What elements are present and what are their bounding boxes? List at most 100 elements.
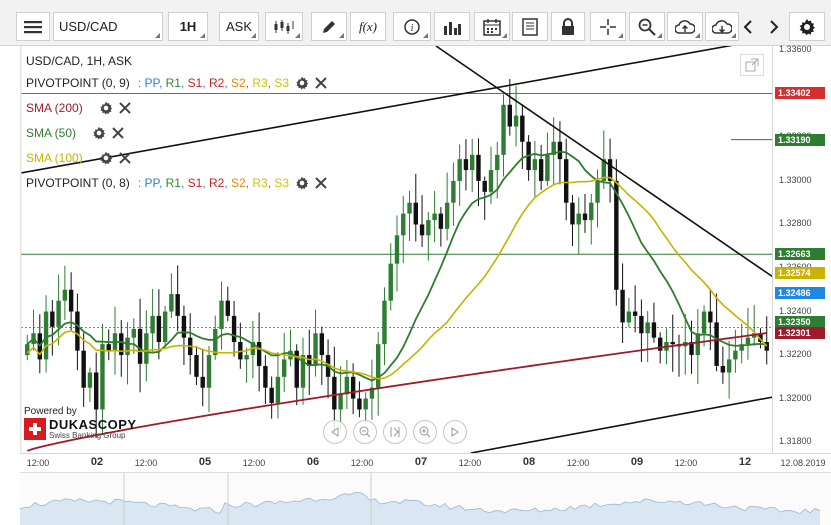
trendline-price-label: 1.32486 (775, 286, 825, 299)
candle-bullish (300, 355, 306, 388)
legend-pivot2-row: PIVOTPOINT (0, 8) : PP, R1, S1, R2, S2, … (26, 176, 327, 190)
candle-bullish (87, 372, 93, 388)
candle-bullish (213, 328, 218, 356)
legend-title: USD/CAD, 1H, ASK (26, 54, 133, 68)
legend-sma100-row: SMA (100) (26, 151, 131, 165)
chart-plot-area[interactable] (20, 46, 773, 453)
calendar-button[interactable] (474, 12, 510, 41)
legend-pivot1-row: PIVOTPOINT (0, 9) : PP, R1, S1, R2, S2, … (26, 76, 327, 90)
legend-sma200-row: SMA (200) (26, 101, 131, 115)
pivot-sep: , (180, 76, 188, 90)
candle-bearish (231, 315, 237, 342)
sma200-remove-close-icon[interactable] (118, 102, 131, 114)
navigator-area (20, 492, 820, 525)
cloud-upload-icon (675, 19, 695, 34)
pivot1-settings-gear-icon[interactable] (295, 76, 309, 90)
candle-bearish (507, 104, 512, 127)
chart-canvas[interactable] (21, 46, 773, 453)
sma200-price-label: 1.32301 (775, 327, 825, 340)
pivot-level-s1: S1 (187, 76, 203, 90)
trendline-descending (435, 46, 773, 278)
pivot-level-r3: R3 (252, 176, 268, 190)
powered-by-text: Powered by (24, 406, 77, 417)
candle-bearish (607, 159, 613, 181)
candle-bullish (407, 202, 412, 214)
candle-bullish (376, 344, 381, 388)
pivot2-levels: : PP, R1, S1, R2, S2, R3, S3 (137, 176, 290, 190)
reset-zoom-button[interactable] (383, 420, 407, 444)
candle-bearish (720, 365, 726, 373)
pivot-level-r1: R1 (165, 176, 181, 190)
dropdown-corner-icon (339, 33, 344, 38)
indicators-button[interactable]: f(x) (350, 12, 386, 41)
sma100-settings-gear-icon[interactable] (99, 151, 113, 165)
candle-bullish (369, 387, 375, 399)
zoom-in-button[interactable] (413, 420, 437, 444)
navigator-canvas[interactable] (19, 473, 831, 525)
popout-button[interactable] (740, 54, 764, 76)
scroll-right-button[interactable] (762, 12, 786, 41)
sma100-remove-close-icon[interactable] (118, 152, 131, 164)
candle-bullish (470, 154, 475, 171)
navigator-strip[interactable] (19, 472, 831, 525)
dropdown-corner-icon (251, 33, 256, 38)
scroll-left-button[interactable] (736, 12, 760, 41)
date-tick-label: 08 (522, 456, 536, 468)
price-axis[interactable]: 1.336001.334001.332001.330001.328001.326… (772, 44, 831, 453)
candle-bearish (670, 342, 675, 345)
sma50-settings-gear-icon[interactable] (92, 126, 106, 140)
candle-bearish (639, 315, 644, 334)
pan-right-button[interactable] (443, 420, 467, 444)
crosshair-button[interactable] (590, 12, 626, 41)
candle-bullish (125, 337, 130, 356)
pivot1-remove-close-icon[interactable] (315, 77, 327, 89)
menu-button[interactable] (16, 12, 50, 41)
candle-bearish (319, 333, 324, 356)
zoom-button[interactable] (629, 12, 665, 41)
chart-type-button[interactable] (265, 12, 303, 41)
candle-bearish (75, 311, 80, 351)
dropdown-corner-icon (502, 33, 507, 38)
candle-bullish (601, 159, 606, 181)
symbol-select[interactable]: USD/CAD (53, 12, 163, 41)
notes-button[interactable] (512, 12, 548, 41)
pivot-sep: , (224, 176, 232, 190)
dropdown-corner-icon (200, 33, 205, 38)
candle-bullish (388, 263, 393, 301)
info-button[interactable]: i (393, 12, 431, 41)
zoom-out-button[interactable] (353, 420, 377, 444)
sma50-name: SMA (50) (26, 126, 77, 140)
pivot2-remove-close-icon[interactable] (315, 177, 327, 189)
download-button[interactable] (705, 12, 739, 41)
candle-bullish (150, 315, 155, 334)
candle-bullish (219, 300, 224, 329)
pivot2-settings-gear-icon[interactable] (295, 176, 309, 190)
candle-bullish (488, 170, 494, 192)
sma50-remove-close-icon[interactable] (112, 127, 124, 139)
time-axis[interactable]: 12:00 02 12:00 05 12:00 06 12:00 07 12:00 08 12:00… (20, 453, 831, 471)
dropdown-corner-icon (295, 33, 300, 38)
volume-button[interactable] (434, 12, 470, 41)
brand-subtitle: Swiss Banking Group (49, 431, 126, 440)
timeframe-select[interactable]: 1H (168, 12, 208, 41)
price-side-select[interactable]: ASK (219, 12, 259, 41)
pan-left-button[interactable] (323, 420, 347, 444)
settings-button[interactable] (789, 12, 825, 41)
toolbar: USD/CAD 1H ASK f(x) i (0, 0, 831, 46)
pivot2-name: PIVOTPOINT (0, 8) (26, 176, 130, 190)
candle-bearish (269, 387, 274, 403)
sma200-settings-gear-icon[interactable] (99, 101, 113, 115)
date-tick-label: 06 (306, 456, 320, 468)
upload-button[interactable] (667, 12, 703, 41)
time-tick-label: 12:00 (674, 458, 698, 468)
pivot-sep: , (224, 76, 232, 90)
candle-bearish (632, 311, 638, 316)
candle-bullish (733, 350, 738, 360)
candle-bearish (119, 333, 124, 356)
draw-tool-button[interactable] (311, 12, 347, 41)
lock-button[interactable] (551, 12, 585, 41)
candle-bearish (332, 376, 337, 410)
candle-bearish (225, 300, 230, 316)
candle-bullish (169, 294, 174, 312)
